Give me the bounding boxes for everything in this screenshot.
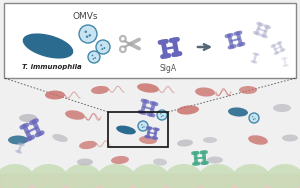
Ellipse shape [153, 158, 167, 166]
Circle shape [88, 34, 91, 37]
Ellipse shape [177, 105, 199, 114]
Text: OMVs: OMVs [72, 12, 98, 21]
Ellipse shape [248, 135, 268, 145]
Bar [0, 174, 300, 188]
Ellipse shape [116, 126, 136, 134]
Circle shape [161, 116, 162, 117]
Text: SIgA: SIgA [159, 64, 177, 73]
Circle shape [100, 44, 102, 46]
Ellipse shape [79, 141, 97, 149]
Ellipse shape [131, 164, 169, 188]
Ellipse shape [228, 107, 248, 117]
Ellipse shape [266, 164, 300, 188]
Circle shape [79, 25, 97, 43]
Ellipse shape [282, 134, 298, 142]
Circle shape [93, 58, 94, 60]
Circle shape [157, 110, 167, 120]
Ellipse shape [0, 164, 34, 188]
Circle shape [141, 124, 142, 125]
Ellipse shape [203, 137, 217, 143]
Ellipse shape [45, 90, 65, 99]
Circle shape [103, 47, 105, 49]
Ellipse shape [139, 136, 157, 144]
Circle shape [253, 119, 254, 120]
Ellipse shape [19, 114, 37, 122]
Ellipse shape [207, 156, 223, 164]
Ellipse shape [30, 164, 68, 188]
Circle shape [254, 118, 256, 119]
Ellipse shape [273, 104, 291, 112]
Ellipse shape [199, 164, 236, 188]
Circle shape [101, 48, 103, 50]
Circle shape [162, 115, 164, 116]
FancyBboxPatch shape [4, 3, 296, 78]
Ellipse shape [195, 87, 215, 97]
Ellipse shape [64, 164, 101, 188]
Circle shape [142, 127, 143, 128]
Ellipse shape [177, 139, 193, 147]
Ellipse shape [65, 110, 85, 120]
Circle shape [88, 51, 100, 63]
Circle shape [96, 40, 110, 54]
Ellipse shape [91, 86, 109, 94]
Ellipse shape [23, 33, 73, 59]
Circle shape [94, 57, 96, 59]
Circle shape [252, 116, 254, 118]
Ellipse shape [165, 164, 203, 188]
Bar [108, 112, 168, 147]
Circle shape [86, 36, 88, 38]
Ellipse shape [232, 164, 270, 188]
Ellipse shape [77, 158, 93, 165]
Ellipse shape [239, 86, 257, 94]
Ellipse shape [52, 134, 68, 142]
Circle shape [249, 113, 259, 123]
Circle shape [143, 126, 145, 127]
Text: T. immunophila: T. immunophila [22, 64, 82, 70]
Ellipse shape [97, 164, 135, 188]
Circle shape [92, 55, 93, 56]
Circle shape [160, 113, 161, 114]
Ellipse shape [111, 156, 129, 164]
Ellipse shape [8, 136, 28, 145]
Ellipse shape [137, 83, 159, 93]
Circle shape [138, 121, 148, 131]
Circle shape [85, 30, 87, 33]
